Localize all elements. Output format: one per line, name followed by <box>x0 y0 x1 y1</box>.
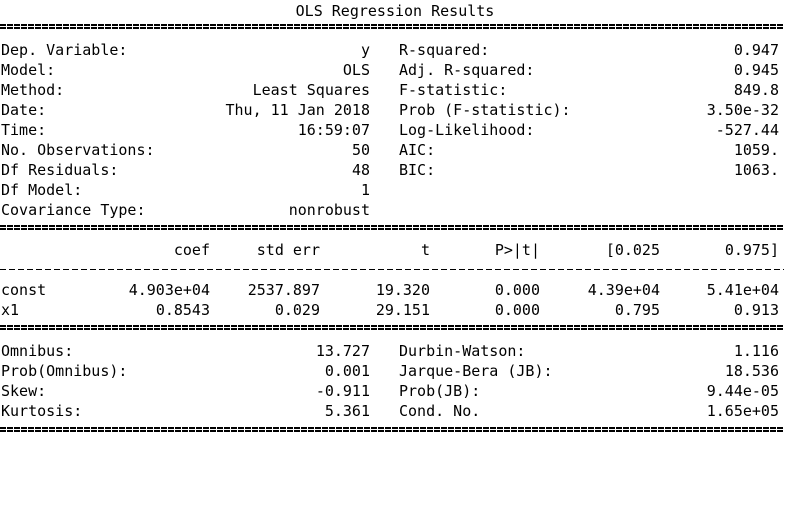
info-left-label: Date: <box>1 101 47 119</box>
diagnostic-row: Kurtosis: 5.361 Cond. No. 1.65e+05 <box>0 401 790 421</box>
info-right-value: 1059. <box>733 141 779 159</box>
info-row: No. Observations: 50 AIC: 1059. <box>0 140 790 160</box>
info-left-value: OLS <box>342 61 370 79</box>
info-right-label: Adj. R-squared: <box>399 61 535 79</box>
info-row: Covariance Type: nonrobust <box>0 200 790 220</box>
info-right-label: Log-Likelihood: <box>399 121 535 139</box>
double-rule-top <box>0 24 784 29</box>
diag-right-value: 18.536 <box>724 362 779 380</box>
info-left-value: 1 <box>360 181 370 199</box>
coef-cell: 29.151 <box>375 301 430 319</box>
coef-row-name: x1 <box>1 301 20 319</box>
double-rule-bottom <box>0 427 784 432</box>
info-row: Df Residuals: 48 BIC: 1063. <box>0 160 790 180</box>
coef-cell: 0.913 <box>733 301 779 319</box>
info-left-value: 50 <box>351 141 370 159</box>
diag-left-label: Omnibus: <box>1 342 74 360</box>
diag-left-label: Kurtosis: <box>1 402 83 420</box>
dashed-rule <box>0 269 784 270</box>
info-row: Date: Thu, 11 Jan 2018 Prob (F-statistic… <box>0 100 790 120</box>
info-right-label: F-statistic: <box>399 81 508 99</box>
info-right-value: 3.50e-32 <box>706 101 779 119</box>
coef-cell: 4.903e+04 <box>128 281 210 299</box>
diag-left-value: 13.727 <box>315 342 370 360</box>
diag-right-label: Prob(JB): <box>399 382 481 400</box>
coef-header: [0.025 <box>605 241 660 259</box>
info-right-value: 849.8 <box>733 81 779 99</box>
info-left-label: Time: <box>1 121 47 139</box>
info-row: Df Model: 1 <box>0 180 790 200</box>
coef-cell: 0.029 <box>274 301 320 319</box>
coef-cell: 4.39e+04 <box>587 281 660 299</box>
info-right-label: Prob (F-statistic): <box>399 101 571 119</box>
info-left-label: Covariance Type: <box>1 201 146 219</box>
diag-left-value: -0.911 <box>315 382 370 400</box>
coef-header: coef <box>173 241 210 259</box>
table-row: x1 0.8543 0.029 29.151 0.000 0.795 0.913 <box>0 300 790 320</box>
summary-title: OLS Regression Results <box>295 2 495 20</box>
coef-cell: 0.795 <box>614 301 660 319</box>
info-left-label: Df Model: <box>1 181 83 199</box>
diag-right-label: Durbin-Watson: <box>399 342 526 360</box>
coef-cell: 0.000 <box>494 301 540 319</box>
info-right-label: AIC: <box>399 141 436 159</box>
info-left-value: 16:59:07 <box>297 121 370 139</box>
coef-row-name: const <box>1 281 47 299</box>
info-left-label: Model: <box>1 61 56 79</box>
diagnostic-row: Skew: -0.911 Prob(JB): 9.44e-05 <box>0 381 790 401</box>
diag-right-value: 1.65e+05 <box>706 402 779 420</box>
info-left-label: Method: <box>1 81 65 99</box>
diag-right-label: Jarque-Bera (JB): <box>399 362 553 380</box>
diag-left-value: 0.001 <box>324 362 370 380</box>
info-left-value: y <box>360 41 370 59</box>
coef-header: t <box>420 241 430 259</box>
info-left-value: nonrobust <box>288 201 370 219</box>
info-right-value: 0.947 <box>733 41 779 59</box>
coef-cell: 19.320 <box>375 281 430 299</box>
diag-right-value: 1.116 <box>733 342 779 360</box>
info-row: Dep. Variable: y R-squared: 0.947 <box>0 40 790 60</box>
diagnostic-row: Omnibus: 13.727 Durbin-Watson: 1.116 <box>0 341 790 361</box>
coef-header-row: coef std err t P>|t| [0.025 0.975] <box>0 240 790 260</box>
info-left-label: Dep. Variable: <box>1 41 128 59</box>
coef-header: P>|t| <box>494 241 540 259</box>
diag-right-label: Cond. No. <box>399 402 481 420</box>
ols-summary: OLS Regression Results Dep. Variable: y … <box>0 2 790 432</box>
diagnostic-row: Prob(Omnibus): 0.001 Jarque-Bera (JB): 1… <box>0 361 790 381</box>
info-right-value: 0.945 <box>733 61 779 79</box>
info-left-label: No. Observations: <box>1 141 155 159</box>
coef-cell: 5.41e+04 <box>706 281 779 299</box>
diag-left-label: Skew: <box>1 382 47 400</box>
info-right-label: R-squared: <box>399 41 490 59</box>
info-row: Time: 16:59:07 Log-Likelihood: -527.44 <box>0 120 790 140</box>
info-left-value: Least Squares <box>252 81 370 99</box>
info-left-value: 48 <box>351 161 370 179</box>
diag-left-value: 5.361 <box>324 402 370 420</box>
coef-cell: 0.8543 <box>155 301 210 319</box>
double-rule-diagnostics-top <box>0 325 784 330</box>
coef-cell: 0.000 <box>494 281 540 299</box>
coef-header: std err <box>256 241 320 259</box>
table-row: const 4.903e+04 2537.897 19.320 0.000 4.… <box>0 280 790 300</box>
coef-cell: 2537.897 <box>247 281 320 299</box>
info-row: Model: OLS Adj. R-squared: 0.945 <box>0 60 790 80</box>
info-right-value: -527.44 <box>715 121 779 139</box>
info-right-label: BIC: <box>399 161 436 179</box>
diag-right-value: 9.44e-05 <box>706 382 779 400</box>
info-right-value: 1063. <box>733 161 779 179</box>
info-left-value: Thu, 11 Jan 2018 <box>225 101 371 119</box>
diag-left-label: Prob(Omnibus): <box>1 362 128 380</box>
double-rule-coef-top <box>0 225 784 230</box>
info-left-label: Df Residuals: <box>1 161 119 179</box>
coef-header: 0.975] <box>724 241 779 259</box>
info-row: Method: Least Squares F-statistic: 849.8 <box>0 80 790 100</box>
